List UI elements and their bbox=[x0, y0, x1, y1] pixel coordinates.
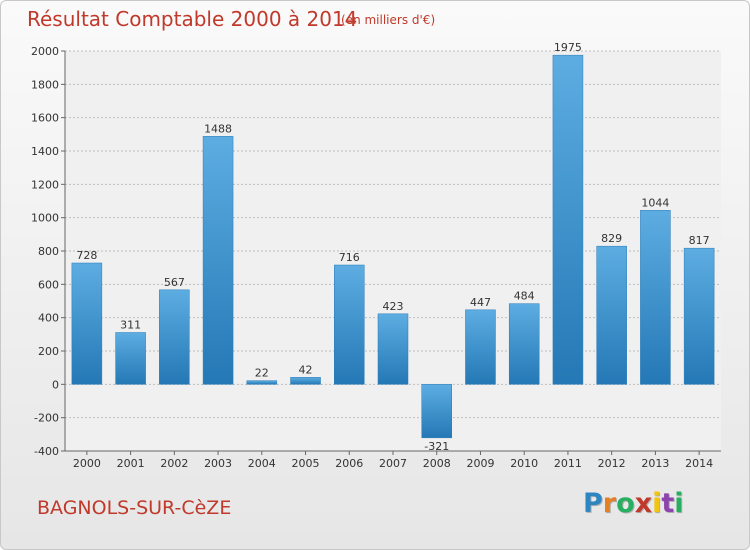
bar-value-label: 1044 bbox=[641, 196, 669, 209]
y-tick-label: 1000 bbox=[31, 212, 59, 225]
chart-subtitle: (en milliers d'€) bbox=[341, 13, 436, 27]
bar-value-label: 1975 bbox=[554, 41, 582, 54]
y-tick-label: -400 bbox=[34, 445, 59, 458]
x-tick-label: 2005 bbox=[292, 457, 320, 470]
y-tick-label: -200 bbox=[34, 412, 59, 425]
logo-letter: x bbox=[634, 488, 653, 519]
x-tick-label: 2002 bbox=[160, 457, 188, 470]
bar bbox=[508, 303, 540, 385]
commune-name: BAGNOLS-SUR-CèZE bbox=[37, 497, 232, 519]
x-tick-label: 2006 bbox=[335, 457, 363, 470]
bar bbox=[290, 377, 321, 385]
bar-value-label: 42 bbox=[299, 363, 313, 376]
bar bbox=[421, 384, 452, 439]
x-tick-label: 2008 bbox=[423, 457, 451, 470]
y-tick-label: 1800 bbox=[31, 78, 59, 91]
bar-value-label: 567 bbox=[164, 276, 185, 289]
x-tick-label: 2007 bbox=[379, 457, 407, 470]
x-tick-label: 2012 bbox=[598, 457, 626, 470]
bar-value-label: 484 bbox=[514, 290, 535, 303]
logo-letter: t bbox=[661, 488, 675, 519]
bar bbox=[246, 380, 278, 385]
bar bbox=[377, 313, 409, 385]
y-tick-label: 1400 bbox=[31, 145, 59, 158]
x-tick-label: 2001 bbox=[117, 457, 145, 470]
bar bbox=[334, 264, 365, 385]
logo-letter: P bbox=[583, 488, 603, 519]
bar bbox=[465, 309, 496, 385]
bar-value-label: 716 bbox=[339, 251, 360, 264]
bar-value-label: 1488 bbox=[204, 122, 232, 135]
logo-letter: i bbox=[652, 488, 662, 519]
bar bbox=[596, 245, 627, 385]
x-tick-label: 2004 bbox=[248, 457, 276, 470]
y-tick-label: 800 bbox=[38, 245, 59, 258]
x-tick-label: 2014 bbox=[685, 457, 713, 470]
y-tick-label: 1200 bbox=[31, 178, 59, 191]
y-tick-label: 2000 bbox=[31, 45, 59, 58]
chart-title: Résultat Comptable 2000 à 2014 bbox=[27, 7, 358, 31]
x-tick-label: 2013 bbox=[641, 457, 669, 470]
y-tick-label: 600 bbox=[38, 278, 59, 291]
bar-value-label: 311 bbox=[120, 319, 141, 332]
bar-value-label: -321 bbox=[424, 440, 449, 453]
bar-value-label: 447 bbox=[470, 296, 491, 309]
x-tick-label: 2003 bbox=[204, 457, 232, 470]
x-tick-label: 2010 bbox=[510, 457, 538, 470]
bar bbox=[202, 136, 234, 385]
bar bbox=[552, 54, 584, 385]
proxiti-logo: Proxiti bbox=[583, 488, 684, 519]
bar-value-label: 22 bbox=[255, 367, 269, 380]
bar-value-label: 728 bbox=[76, 249, 97, 262]
logo-letter: o bbox=[616, 488, 635, 519]
x-tick-label: 2000 bbox=[73, 457, 101, 470]
bar-value-label: 829 bbox=[601, 232, 622, 245]
y-tick-label: 1600 bbox=[31, 112, 59, 125]
x-tick-label: 2011 bbox=[554, 457, 582, 470]
logo-letter: r bbox=[602, 488, 617, 519]
bar-value-label: 423 bbox=[383, 300, 404, 313]
x-tick-label: 2009 bbox=[466, 457, 494, 470]
y-tick-label: 400 bbox=[38, 312, 59, 325]
logo-letter: i bbox=[674, 488, 684, 519]
y-tick-label: 0 bbox=[52, 378, 59, 391]
bar bbox=[640, 210, 671, 385]
bar bbox=[71, 262, 103, 385]
bar bbox=[159, 289, 190, 385]
bar bbox=[683, 247, 715, 385]
y-tick-label: 200 bbox=[38, 345, 59, 358]
bar-value-label: 817 bbox=[689, 234, 710, 247]
bar bbox=[115, 332, 146, 385]
